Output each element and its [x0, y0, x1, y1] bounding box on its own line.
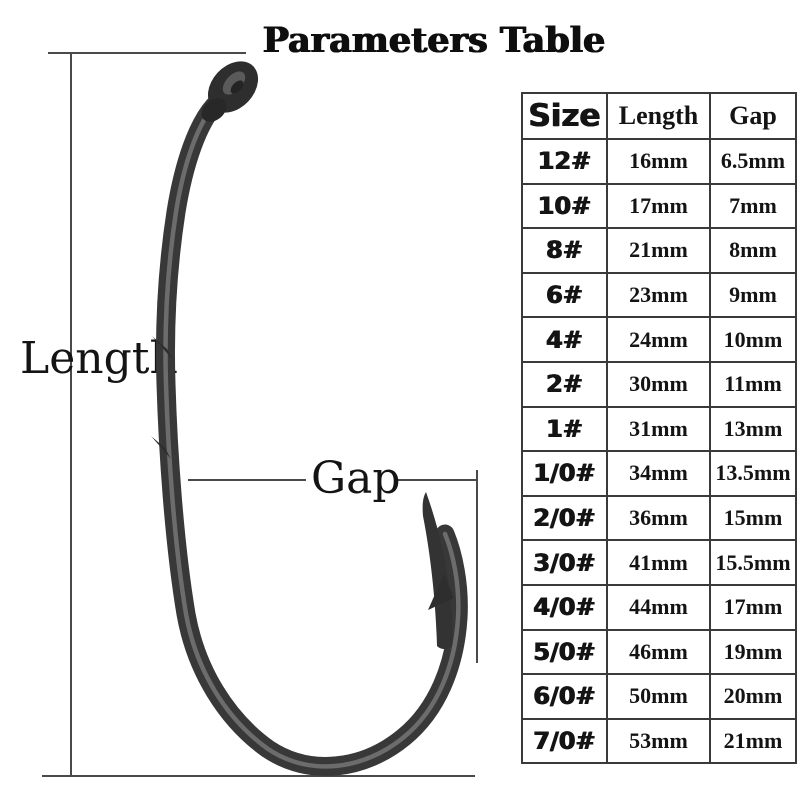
table-row: 10# 17mm 7mm: [521, 182, 797, 230]
col-header-size: Size: [521, 92, 608, 140]
length-cell: 44mm: [606, 583, 711, 631]
size-cell: 5/0#: [521, 628, 608, 676]
size-cell: 4#: [521, 316, 608, 363]
table-row: 6/0# 50mm 20mm: [521, 673, 797, 720]
gap-cell: 6.5mm: [709, 138, 797, 185]
length-cell: 24mm: [606, 316, 711, 363]
size-cell: 4/0#: [521, 583, 608, 631]
gap-cell: 8mm: [709, 227, 797, 274]
length-cell: 16mm: [606, 138, 711, 185]
hook-point-barb: [428, 574, 454, 610]
fishing-hook-illustration: [151, 61, 468, 776]
hook-eye-knot: [201, 98, 227, 122]
table-row: 4# 24mm 10mm: [521, 316, 797, 363]
size-cell: 1/0#: [521, 450, 608, 497]
gap-label: Gap: [311, 453, 401, 504]
length-cell: 17mm: [606, 182, 711, 230]
hook-shank-barb-upper: [152, 336, 174, 361]
gap-cell: 15mm: [709, 494, 797, 542]
table-row: 6# 23mm 9mm: [521, 271, 797, 319]
length-cell: 30mm: [606, 360, 711, 408]
gap-cell: 17mm: [709, 583, 797, 631]
table-row: 7/0# 53mm 21mm: [521, 717, 797, 765]
length-cell: 53mm: [606, 717, 711, 765]
table-row: 2# 30mm 11mm: [521, 360, 797, 408]
hook-eye-hole: [230, 80, 244, 94]
parameters-table: Size Length Gap 12# 16mm 6.5mm 10# 17mm …: [521, 92, 797, 765]
hook-point: [422, 492, 453, 649]
measurement-lines: [42, 52, 478, 777]
table-row: 12# 16mm 6.5mm: [521, 138, 797, 185]
length-cell: 36mm: [606, 494, 711, 542]
length-cell: 41mm: [606, 539, 711, 586]
col-header-length: Length: [606, 92, 711, 140]
hook-wire-highlight: [163, 103, 461, 769]
gap-cell: 13mm: [709, 405, 797, 453]
gap-cell: 21mm: [709, 717, 797, 765]
size-cell: 7/0#: [521, 717, 608, 765]
gap-cell: 11mm: [709, 360, 797, 408]
hook-wire: [156, 96, 468, 776]
table-row: 8# 21mm 8mm: [521, 227, 797, 274]
gap-cell: 9mm: [709, 271, 797, 319]
size-cell: 2#: [521, 360, 608, 408]
size-cell: 2/0#: [521, 494, 608, 542]
hook-shank-barb-lower: [151, 436, 171, 459]
table-row: 3/0# 41mm 15.5mm: [521, 539, 797, 586]
size-cell: 8#: [521, 227, 608, 274]
hook-eye-opening: [222, 71, 246, 95]
size-cell: 3/0#: [521, 539, 608, 586]
length-cell: 34mm: [606, 450, 711, 497]
gap-cell: 10mm: [709, 316, 797, 363]
col-header-gap: Gap: [709, 92, 797, 140]
table-row: 1# 31mm 13mm: [521, 405, 797, 453]
length-cell: 50mm: [606, 673, 711, 720]
table-row: 5/0# 46mm 19mm: [521, 628, 797, 676]
page-title: Parameters Table: [262, 20, 606, 61]
table-row: 2/0# 36mm 15mm: [521, 494, 797, 542]
size-cell: 6/0#: [521, 673, 608, 720]
table-row: 1/0# 34mm 13.5mm: [521, 450, 797, 497]
gap-cell: 19mm: [709, 628, 797, 676]
size-cell: 1#: [521, 405, 608, 453]
hook-diagram: Length Gap: [20, 52, 478, 777]
table-row: 4/0# 44mm 17mm: [521, 583, 797, 631]
length-cell: 31mm: [606, 405, 711, 453]
table-header-row: Size Length Gap: [521, 92, 797, 140]
length-cell: 23mm: [606, 271, 711, 319]
gap-cell: 15.5mm: [709, 539, 797, 586]
gap-cell: 13.5mm: [709, 450, 797, 497]
size-cell: 10#: [521, 182, 608, 230]
length-label: Length: [20, 333, 178, 384]
gap-cell: 7mm: [709, 182, 797, 230]
length-cell: 21mm: [606, 227, 711, 274]
size-cell: 6#: [521, 271, 608, 319]
size-cell: 12#: [521, 138, 608, 185]
length-cell: 46mm: [606, 628, 711, 676]
gap-cell: 20mm: [709, 673, 797, 720]
